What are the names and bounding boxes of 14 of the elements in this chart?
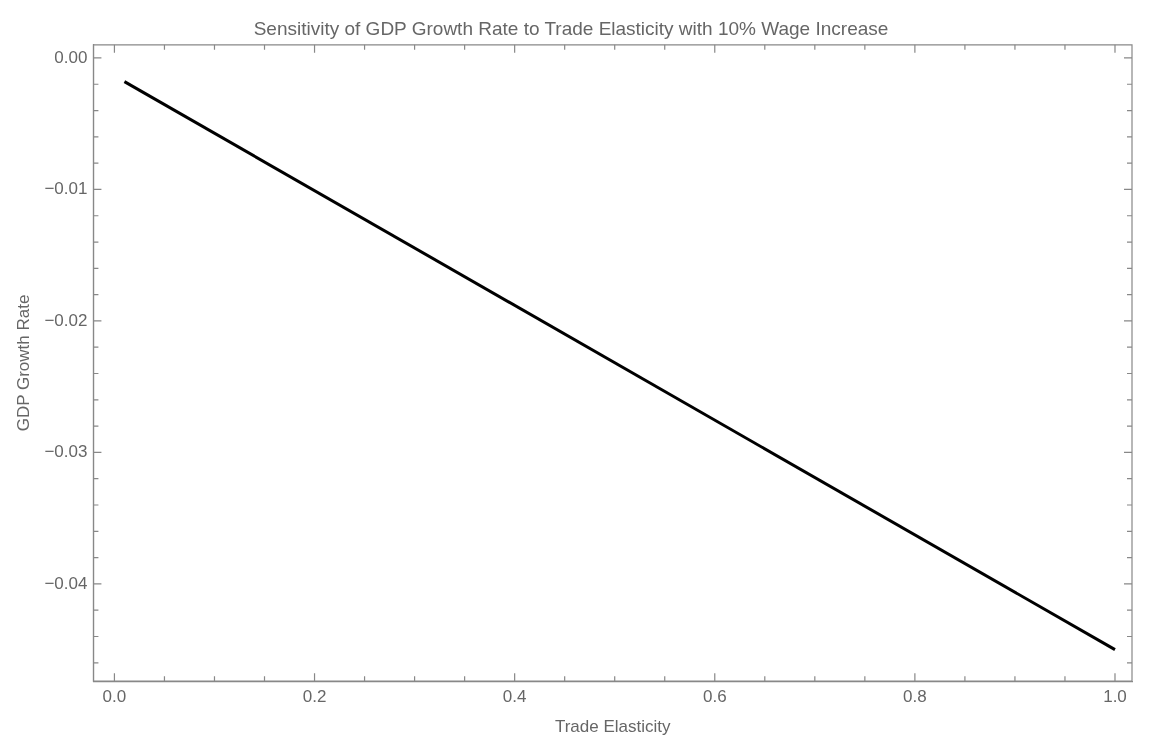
y-tick-label: −0.03 (44, 442, 88, 462)
x-axis-title: Trade Elasticity (554, 717, 671, 737)
y-tick-label: −0.02 (44, 310, 88, 330)
chart-title: Sensitivity of GDP Growth Rate to Trade Elasticity with 10% Wage Increase (253, 17, 889, 39)
x-tick-label: 0.4 (502, 687, 527, 707)
y-axis-title: GDP Growth Rate (13, 294, 33, 432)
x-tick-label: 1.0 (1103, 687, 1127, 707)
x-tick-label: 0.0 (102, 687, 127, 707)
x-tick-label: 0.2 (302, 687, 327, 707)
y-tick-label: −0.04 (44, 573, 88, 593)
x-tick-label: 0.8 (903, 687, 927, 707)
x-tick-label: 0.6 (702, 687, 727, 707)
y-tick-label: −0.01 (44, 179, 88, 199)
y-tick-label: 0.00 (54, 47, 88, 67)
